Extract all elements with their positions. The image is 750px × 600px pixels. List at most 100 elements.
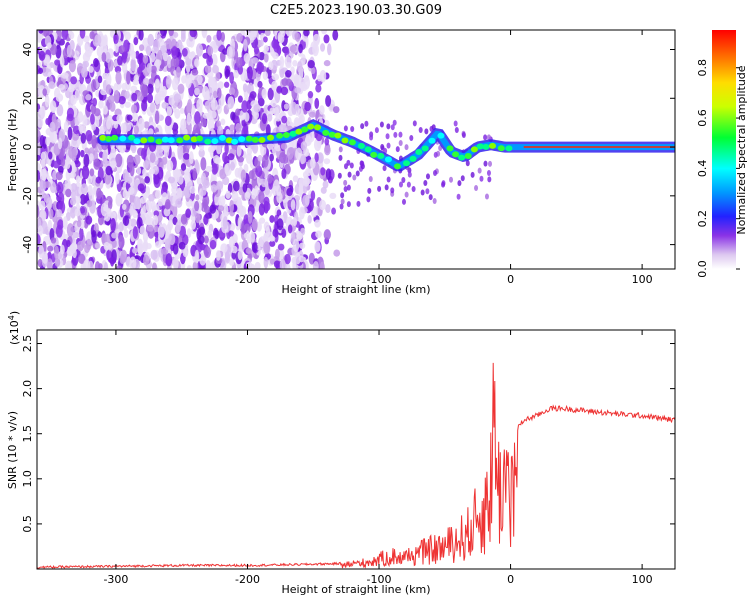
spectral-noise-point [253,110,260,120]
spectral-noise-point [319,105,325,115]
spectral-noise-point [229,87,236,96]
snr-ytick-label: 1.0 [21,470,34,488]
spectral-noise-point [94,34,102,46]
spectral-noise-point [91,134,97,149]
spectral-noise-point [294,87,302,94]
spectral-noise-point [237,95,243,103]
spectral-noise-point [194,87,200,96]
spectral-noise-point [109,160,117,169]
spectral-noise-point [207,229,213,239]
spectral-noise-point [223,81,230,88]
spectral-noise-point [269,240,276,247]
spectral-noise-point [183,153,190,160]
spectral-noise-point [367,187,372,194]
spectral-noise-point [128,186,135,195]
spectral-noise-point [236,199,243,209]
spectral-noise-point [149,102,156,113]
spectral-noise-point [216,87,222,100]
spectral-noise-point [155,150,164,159]
spectral-noise-point [209,239,217,250]
spectral-noise-point [323,158,331,165]
spectral-noise-point [355,170,360,177]
spectral-noise-point [180,30,186,40]
colorbar-ticks: 0.0 0.2 0.4 0.6 0.8 [696,59,740,278]
ridge-blob [464,152,472,159]
spectral-noise-point [285,78,293,87]
spectral-noise-point [280,143,288,150]
spectral-noise-point [284,253,291,265]
spectral-noise-point [44,181,51,188]
ridge-blob [505,145,513,152]
spectral-noise-point [66,44,73,58]
ridge-blob [409,155,417,162]
spectral-noise-point [294,252,301,265]
spectral-noise-point [154,110,160,125]
spectral-noise-point [346,184,351,191]
spectral-noise-point [88,66,94,73]
spectral-noise-point [80,183,88,195]
spectral-noise-point [310,190,316,201]
spectral-noise-point [368,176,373,183]
spectral-noise-point [222,152,228,163]
spectral-noise-point [48,81,56,89]
spectral-noise-point [143,121,150,129]
spectral-noise-point [487,176,492,183]
spectral-noise-point [40,158,46,169]
spectral-noise-point [163,207,171,217]
snr-scale-label: (x104) [7,311,22,345]
spectral-noise-point [244,223,250,231]
ridge-blob [167,137,175,144]
ridge-blob [322,129,330,136]
spectral-noise-point [247,66,253,80]
spectral-noise-point [72,232,80,239]
spectral-noise-point [39,200,46,210]
spectral-noise-point [274,248,280,260]
spectral-noise-point [220,31,226,42]
spectral-noise-point [465,160,470,167]
spectral-noise-point [457,180,462,187]
spectral-noise-point [194,249,200,264]
spectral-noise-point [271,80,278,91]
spectral-noise-point [310,67,316,75]
spectral-noise-point [172,256,179,269]
spectral-noise-point [194,200,200,212]
colorbar-tick-label: 0.0 [696,260,709,278]
spectrogram-xlabel: Height of straight line (km) [281,283,430,296]
spectral-noise-point [281,115,288,124]
spectral-noise-point [57,219,64,230]
snr-ytick-label: 1.5 [21,425,34,443]
spectral-noise-point [286,187,293,197]
spectral-noise-point [144,176,151,184]
spectral-noise-point [192,167,197,181]
spectral-noise-point [340,198,345,205]
spectral-noise-point [117,55,123,66]
spectral-noise-point [92,97,98,107]
spectral-noise-point [148,193,155,202]
spectral-noise-point [220,243,228,254]
spectral-noise-point [136,166,142,176]
spectral-noise-point [86,200,93,208]
spectral-noise-point [140,147,147,160]
spectral-noise-point [425,173,430,180]
spectral-noise-point [38,50,46,61]
spectral-noise-point [295,197,300,211]
figure-title: C2E5.2023.190.03.30.G09 [270,3,442,18]
spectral-noise-point [323,34,330,44]
spectral-noise-point [325,95,332,107]
spectral-noise-point [86,238,92,251]
spectral-noise-point [259,217,266,224]
spectral-noise-point [360,160,365,167]
spectral-noise-point [298,43,303,54]
spectral-noise-point [141,99,148,112]
spectral-noise-point [395,146,400,153]
spectral-noise-point [110,218,116,232]
spectral-noise-point [124,101,131,108]
spectral-noise-point [152,39,160,52]
spectral-noise-point [261,113,268,125]
ridge-blob [258,136,266,143]
ridge-blob [421,145,429,152]
spectral-noise-point [149,152,156,163]
spectral-noise-point [283,103,290,110]
spectral-noise-point [83,35,90,43]
spectral-noise-point [229,161,236,171]
